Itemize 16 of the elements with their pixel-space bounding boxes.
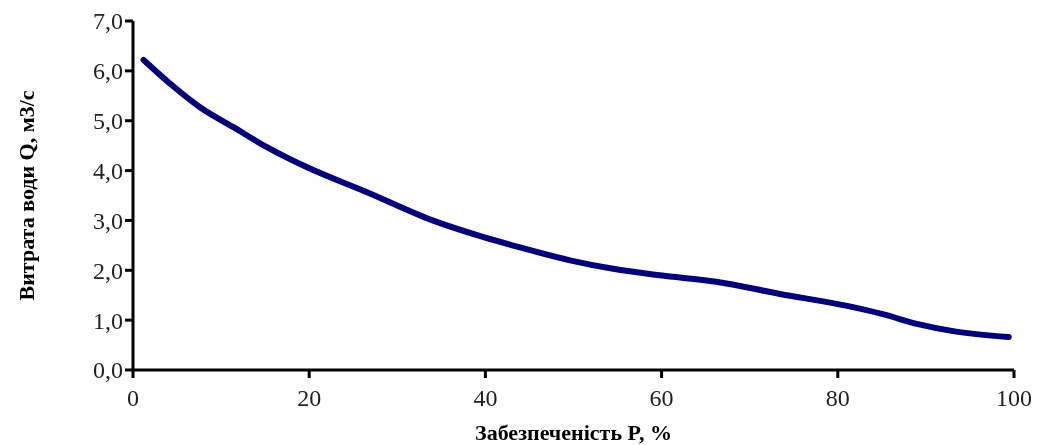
- y-tick-label: 3,0: [93, 207, 123, 234]
- x-tick-label: 80: [825, 385, 850, 411]
- x-axis-title: Забезпеченість P, %: [475, 420, 672, 445]
- y-tick-label: 0,0: [93, 357, 123, 384]
- y-tick-label: 2,0: [93, 257, 123, 284]
- x-tick-label: 20: [297, 385, 322, 411]
- y-tick-label: 6,0: [93, 58, 123, 85]
- y-tick-label: 7,0: [93, 8, 123, 35]
- x-tick-label: 40: [473, 385, 498, 411]
- y-tick-label: 1,0: [93, 307, 123, 334]
- y-axis-title: Витрата води Q, м3/с: [14, 90, 39, 301]
- y-tick-label: 4,0: [93, 157, 123, 184]
- x-tick-label: 0: [127, 385, 139, 411]
- y-tick-label: 5,0: [93, 108, 123, 135]
- x-tick-label: 60: [649, 385, 674, 411]
- x-tick-label: 100: [996, 385, 1032, 411]
